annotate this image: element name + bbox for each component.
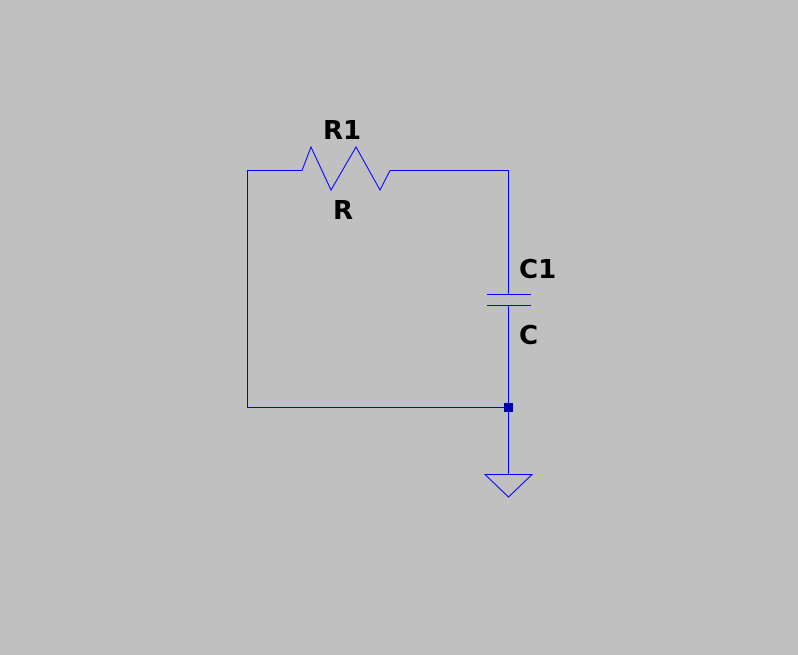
capacitor-ref-label[interactable]: C1 [519,255,556,285]
wires [247,170,509,474]
resistor-ref-label[interactable]: R1 [323,116,361,146]
capacitor-value-label[interactable]: C [519,321,538,351]
resistor-r1[interactable] [301,145,391,192]
ground-icon [483,474,534,498]
capacitor-c1[interactable] [487,294,531,306]
ground-symbol[interactable] [483,474,534,498]
resistor-zigzag-icon [301,145,391,192]
junction-dot [504,403,513,412]
resistor-value-label[interactable]: R [333,196,353,226]
